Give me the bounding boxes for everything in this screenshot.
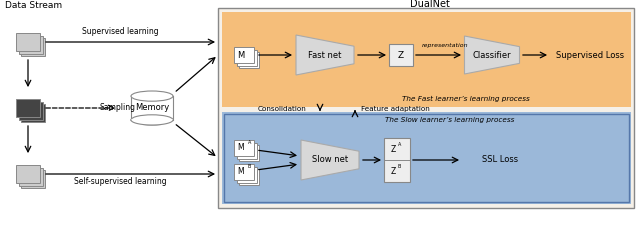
Bar [19,36,42,54]
Bar [384,138,410,182]
Text: Slow net: Slow net [312,155,348,164]
Text: Memory: Memory [135,104,169,112]
Bar [239,169,259,185]
Bar [237,166,257,182]
Text: Self-supervised learning: Self-supervised learning [74,178,166,187]
Text: Z: Z [390,144,396,153]
Bar [16,33,40,51]
Text: representation: representation [422,43,468,49]
Text: The Slow learner’s learning process: The Slow learner’s learning process [385,117,515,123]
Text: Data Stream: Data Stream [5,0,62,9]
Bar [237,142,257,158]
Bar [19,101,42,119]
Bar [131,96,173,120]
Bar [234,47,254,63]
Text: B: B [398,164,401,169]
Bar [19,167,42,185]
Bar [224,114,629,202]
Text: M: M [237,167,244,176]
Text: Sampling: Sampling [100,104,136,112]
Bar [21,38,45,56]
Text: Consolidation: Consolidation [258,106,307,112]
Text: Fast net: Fast net [308,50,342,59]
Text: M: M [237,50,244,59]
Text: M: M [237,144,244,153]
Bar [234,164,254,180]
Text: Supervised Loss: Supervised Loss [556,50,624,59]
Bar [16,99,40,117]
Text: The Fast learner’s learning process: The Fast learner’s learning process [403,96,530,102]
Text: Supervised learning: Supervised learning [82,27,158,36]
Text: B: B [248,164,252,169]
Bar [239,52,259,68]
Polygon shape [301,140,359,180]
Text: DualNet: DualNet [410,0,450,9]
Text: A: A [248,140,252,146]
Bar [389,44,413,66]
Ellipse shape [131,115,173,125]
Bar [21,170,45,188]
Bar [222,112,631,204]
Bar [16,165,40,183]
Bar [237,50,257,65]
Bar [222,12,631,107]
Bar [21,104,45,122]
Bar [131,119,173,125]
Text: SSL Loss: SSL Loss [482,155,518,164]
Bar [239,145,259,161]
Polygon shape [296,35,354,75]
Polygon shape [465,36,520,74]
Text: Classifier: Classifier [473,50,511,59]
Text: Feature adaptation: Feature adaptation [360,106,429,112]
Bar [234,140,254,156]
Text: Z: Z [398,50,404,59]
Ellipse shape [131,91,173,101]
Bar [218,8,634,208]
Text: A: A [398,142,401,146]
Text: Z: Z [390,166,396,176]
